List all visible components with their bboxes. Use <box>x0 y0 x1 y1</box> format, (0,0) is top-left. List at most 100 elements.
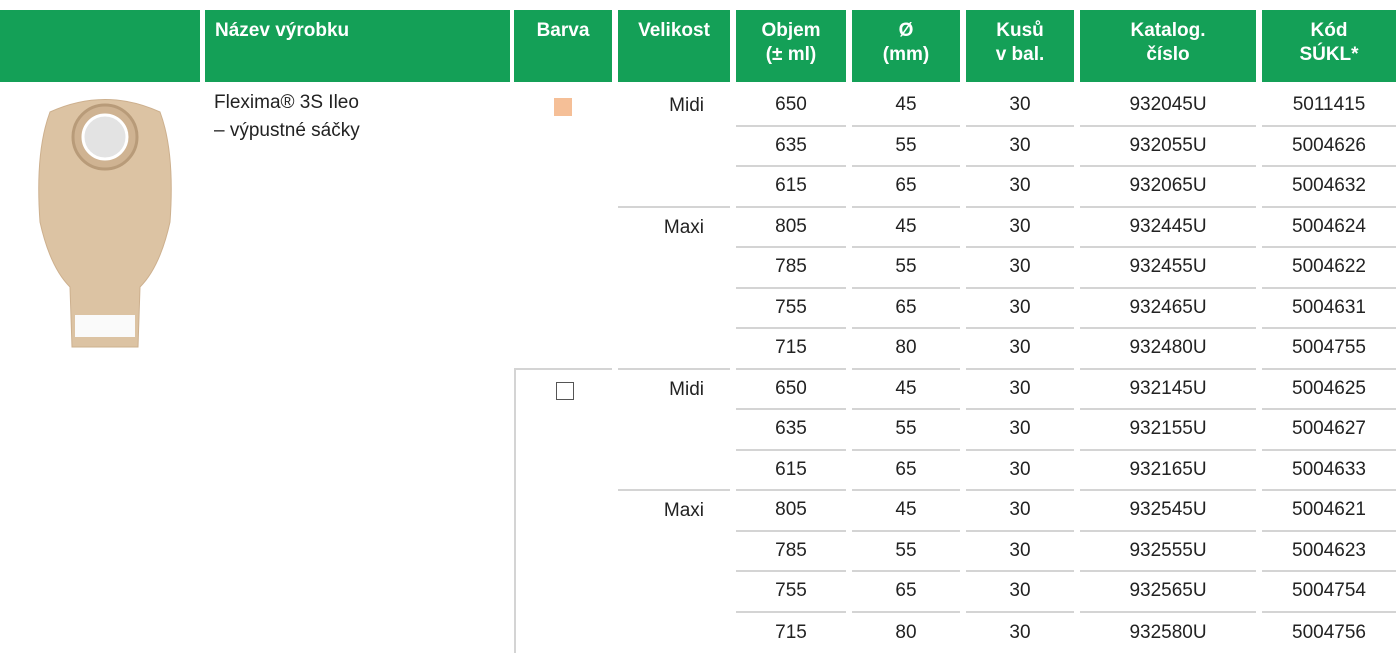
cell: 30 <box>966 370 1074 411</box>
header-cell: Objem(± ml) <box>736 10 846 82</box>
cell: 30 <box>966 248 1074 289</box>
cell: 30 <box>966 491 1074 532</box>
header-text: (± ml) <box>736 43 846 67</box>
cell: 5004625 <box>1262 370 1396 411</box>
cell: 30 <box>966 613 1074 654</box>
cell: 932165U <box>1080 451 1256 492</box>
cell: 932465U <box>1080 289 1256 330</box>
cell: 5004624 <box>1262 208 1396 249</box>
cell: 5004626 <box>1262 127 1396 168</box>
cell: 5004622 <box>1262 248 1396 289</box>
cell: 30 <box>966 167 1074 208</box>
cell: 30 <box>966 208 1074 249</box>
header-cell: Název výrobku <box>205 10 510 82</box>
size-cell: Maxi <box>618 491 730 653</box>
cell: 650 <box>736 370 846 411</box>
cell: 932565U <box>1080 572 1256 613</box>
cell: 785 <box>736 248 846 289</box>
cell: 30 <box>966 410 1074 451</box>
color-swatch <box>556 382 574 400</box>
cell: 5004632 <box>1262 167 1396 208</box>
cell: 932155U <box>1080 410 1256 451</box>
header-text: Kusů <box>966 19 1074 43</box>
cell: 932055U <box>1080 127 1256 168</box>
cell: 755 <box>736 572 846 613</box>
cell: 55 <box>852 410 960 451</box>
cell: 45 <box>852 370 960 411</box>
cell: 30 <box>966 289 1074 330</box>
header-text: Barva <box>514 19 612 43</box>
cell: 30 <box>966 127 1074 168</box>
cell: 45 <box>852 491 960 532</box>
cell: 635 <box>736 410 846 451</box>
header-text: Objem <box>736 19 846 43</box>
cell: 5004756 <box>1262 613 1396 654</box>
product-name: Flexima® 3S Ileo <box>214 92 359 114</box>
product-name: – výpustné sáčky <box>214 120 360 142</box>
cell: 65 <box>852 451 960 492</box>
cell: 5004755 <box>1262 329 1396 370</box>
header-text: Velikost <box>618 19 730 43</box>
cell: 65 <box>852 167 960 208</box>
cell: 715 <box>736 329 846 370</box>
header-blank <box>0 10 200 82</box>
cell: 932580U <box>1080 613 1256 654</box>
cell: 932045U <box>1080 86 1256 127</box>
cell: 45 <box>852 208 960 249</box>
cell: 30 <box>966 329 1074 370</box>
cell: 65 <box>852 572 960 613</box>
size-cell: Midi <box>618 86 730 208</box>
cell: 635 <box>736 127 846 168</box>
size-cell: Maxi <box>618 208 730 370</box>
header-text: SÚKL* <box>1262 43 1396 67</box>
cell: 615 <box>736 451 846 492</box>
cell: 5011415 <box>1262 86 1396 127</box>
cell: 5004623 <box>1262 532 1396 573</box>
cell: 932145U <box>1080 370 1256 411</box>
color-cell <box>514 86 612 370</box>
cell: 785 <box>736 532 846 573</box>
cell: 30 <box>966 532 1074 573</box>
cell: 80 <box>852 329 960 370</box>
cell: 55 <box>852 248 960 289</box>
cell: 715 <box>736 613 846 654</box>
cell: 5004631 <box>1262 289 1396 330</box>
header-cell: Velikost <box>618 10 730 82</box>
cell: 55 <box>852 532 960 573</box>
cell: 30 <box>966 451 1074 492</box>
header-text: v bal. <box>966 43 1074 67</box>
header-cell: Barva <box>514 10 612 82</box>
product-image <box>20 92 190 352</box>
header-text: Ø <box>852 19 960 43</box>
cell: 932545U <box>1080 491 1256 532</box>
cell: 5004754 <box>1262 572 1396 613</box>
header-cell: Ø(mm) <box>852 10 960 82</box>
cell: 932065U <box>1080 167 1256 208</box>
cell: 805 <box>736 208 846 249</box>
cell: 615 <box>736 167 846 208</box>
cell: 932455U <box>1080 248 1256 289</box>
cell: 30 <box>966 572 1074 613</box>
cell: 45 <box>852 86 960 127</box>
header-cell: Katalog.číslo <box>1080 10 1256 82</box>
cell: 932480U <box>1080 329 1256 370</box>
cell: 65 <box>852 289 960 330</box>
cell: 650 <box>736 86 846 127</box>
header-text: Kód <box>1262 19 1396 43</box>
header-text: Název výrobku <box>215 19 510 43</box>
cell: 5004633 <box>1262 451 1396 492</box>
cell: 5004621 <box>1262 491 1396 532</box>
cell: 932555U <box>1080 532 1256 573</box>
cell: 30 <box>966 86 1074 127</box>
header-text: Katalog. <box>1080 19 1256 43</box>
cell: 932445U <box>1080 208 1256 249</box>
size-cell: Midi <box>618 370 730 492</box>
cell: 755 <box>736 289 846 330</box>
cell: 5004627 <box>1262 410 1396 451</box>
page: (() => { const data = JSON.parse(documen… <box>0 0 1396 655</box>
cell: 805 <box>736 491 846 532</box>
cell: 80 <box>852 613 960 654</box>
cell: 55 <box>852 127 960 168</box>
